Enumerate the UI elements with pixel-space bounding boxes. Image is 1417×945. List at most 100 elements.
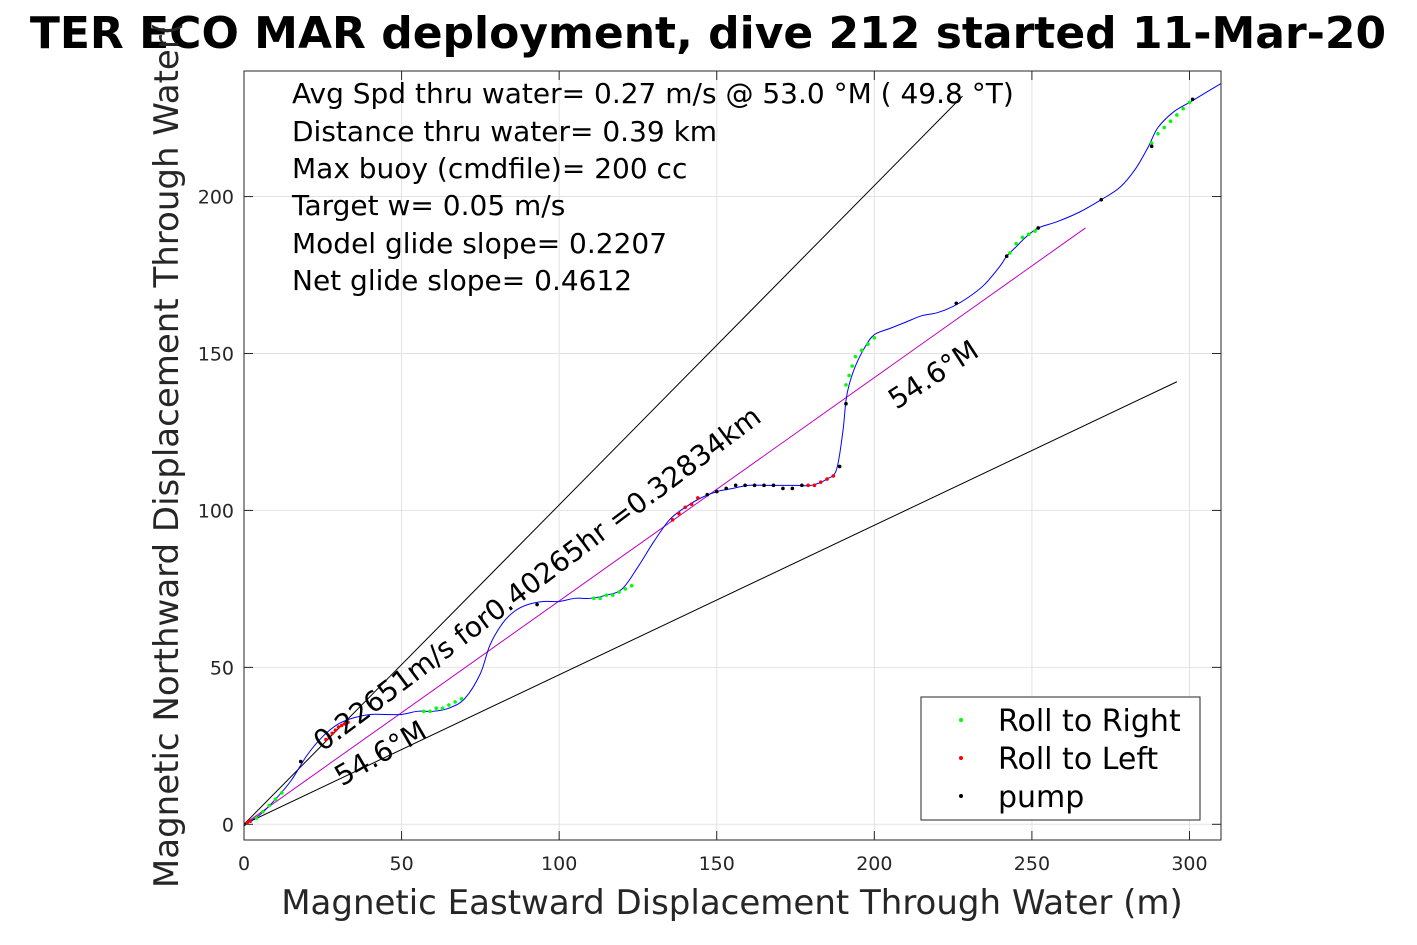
point-roll-to-right xyxy=(421,709,426,714)
point-pump xyxy=(752,483,757,488)
point-roll-to-right xyxy=(592,596,596,601)
info-distance: Distance thru water= 0.39 km xyxy=(292,115,717,148)
point-roll-to-right xyxy=(261,809,265,814)
point-roll-to-right xyxy=(850,364,855,368)
legend-label-roll-left: Roll to Left xyxy=(998,742,1158,777)
point-roll-to-left xyxy=(689,502,694,506)
info-text-block: Avg Spd thru water= 0.27 m/s @ 53.0 °M (… xyxy=(291,77,1014,297)
legend: Roll to Right Roll to Left pump xyxy=(920,696,1201,821)
point-pump xyxy=(298,759,303,764)
point-roll-to-left xyxy=(677,511,681,516)
point-pump xyxy=(800,483,804,488)
point-pump xyxy=(1190,97,1195,102)
x-tick-label: 50 xyxy=(389,853,413,875)
point-roll-to-right xyxy=(872,335,877,340)
point-pump xyxy=(743,483,747,488)
point-roll-to-right xyxy=(459,696,464,701)
point-roll-to-right xyxy=(1008,251,1012,255)
reference-line-upper-bound xyxy=(244,95,963,825)
point-roll-to-right xyxy=(1149,141,1154,145)
x-tick-label: 150 xyxy=(699,853,735,875)
chart-title: TER ECO MAR deployment, dive 212 started… xyxy=(30,8,1386,59)
x-tick-label: 0 xyxy=(238,853,250,875)
point-roll-to-left xyxy=(831,474,836,478)
point-roll-to-right xyxy=(428,709,432,714)
point-roll-to-left xyxy=(812,483,817,488)
point-pump xyxy=(724,486,728,491)
point-roll-to-right xyxy=(254,816,259,820)
point-roll-to-right xyxy=(1026,232,1031,237)
plot-frame xyxy=(243,70,1222,841)
point-pump xyxy=(1149,144,1154,149)
info-net-glide-slope: Net glide slope= 0.4612 xyxy=(292,264,632,297)
point-pump xyxy=(954,301,959,306)
point-roll-to-right xyxy=(844,383,848,387)
point-roll-to-right xyxy=(598,596,602,601)
point-roll-to-left xyxy=(339,723,344,728)
point-pump xyxy=(1036,226,1041,230)
point-roll-to-left xyxy=(245,820,249,825)
point-roll-to-right xyxy=(434,706,439,710)
info-target-w: Target w= 0.05 m/s xyxy=(291,189,565,222)
point-roll-to-left xyxy=(336,725,341,729)
point-roll-to-left xyxy=(324,737,328,742)
legend-box xyxy=(920,696,1201,821)
legend-label-pump: pump xyxy=(998,780,1084,815)
point-roll-to-right xyxy=(1014,241,1018,246)
point-roll-to-right xyxy=(853,354,858,359)
point-roll-to-right xyxy=(1033,229,1037,233)
y-tick-label: 50 xyxy=(210,657,234,679)
point-roll-to-right xyxy=(629,583,634,588)
point-roll-to-right xyxy=(1181,106,1185,111)
point-pump xyxy=(781,486,785,491)
point-roll-to-left xyxy=(670,518,675,522)
point-roll-to-left xyxy=(330,731,335,736)
point-roll-to-right xyxy=(623,587,628,591)
x-tick-label: 100 xyxy=(541,853,577,875)
point-roll-to-right xyxy=(1187,100,1192,105)
point-roll-to-left xyxy=(343,722,347,726)
x-tick-label: 200 xyxy=(856,853,892,875)
point-pump xyxy=(762,483,766,488)
point-roll-to-right xyxy=(280,791,284,795)
point-roll-to-right xyxy=(1162,125,1167,130)
point-roll-to-left xyxy=(818,480,823,484)
reference-line-lower-bound xyxy=(244,381,1178,825)
y-axis-label: Magnetic Northward Displacement Through … xyxy=(147,22,187,888)
y-tick-label: 0 xyxy=(222,814,234,836)
point-roll-to-left xyxy=(683,505,688,510)
point-roll-to-right xyxy=(1020,235,1025,240)
info-max-buoy: Max buoy (cmdfile)= 200 cc xyxy=(292,152,687,185)
point-roll-to-left xyxy=(327,734,331,739)
point-roll-to-right xyxy=(604,593,609,597)
point-pump xyxy=(790,486,795,491)
point-roll-to-left xyxy=(806,483,810,488)
plot-content xyxy=(244,83,1221,827)
y-tick-label: 150 xyxy=(198,343,234,365)
x-axis-label: Magnetic Eastward Displacement Through W… xyxy=(281,883,1183,923)
legend-label-roll-right: Roll to Right xyxy=(998,704,1181,739)
point-pump xyxy=(535,602,539,607)
point-pump xyxy=(1099,197,1104,202)
x-tick-label: 300 xyxy=(1171,853,1207,875)
point-roll-to-left xyxy=(696,496,700,500)
point-roll-to-right xyxy=(273,797,278,801)
point-pump xyxy=(771,483,776,488)
point-roll-to-right xyxy=(1156,131,1160,136)
point-pump xyxy=(844,401,848,406)
grid-lines xyxy=(243,71,1221,840)
legend-marker-roll-right xyxy=(959,718,963,722)
point-roll-to-right xyxy=(1168,119,1173,124)
info-model-glide-slope: Model glide slope= 0.2207 xyxy=(292,227,667,260)
axis-ticks: 0 50 100 150 200 250 300 0 50 100 150 200 xyxy=(198,71,1221,875)
point-pump xyxy=(733,483,738,488)
point-roll-to-right xyxy=(859,348,864,353)
point-pump xyxy=(705,492,710,497)
point-roll-to-left xyxy=(346,720,350,725)
info-avg-speed: Avg Spd thru water= 0.27 m/s @ 53.0 °M (… xyxy=(292,77,1014,110)
y-tick-label: 200 xyxy=(198,187,234,209)
y-tick-label: 100 xyxy=(198,500,234,522)
point-roll-to-right xyxy=(267,803,272,808)
series-markers xyxy=(244,97,1195,827)
